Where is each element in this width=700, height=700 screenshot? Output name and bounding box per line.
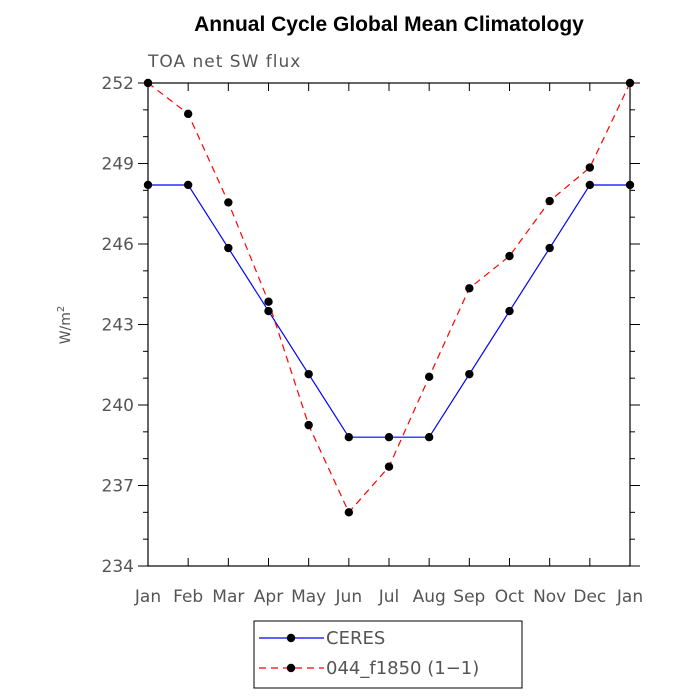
chart-subtitle: TOA net SW flux bbox=[147, 52, 301, 72]
series-0-point bbox=[384, 433, 394, 442]
series-0-point bbox=[465, 369, 474, 379]
x-tick-label: Jan bbox=[134, 587, 161, 607]
series-1-point bbox=[384, 462, 394, 471]
x-tick-label: Feb bbox=[173, 587, 203, 607]
legend-marker-1 bbox=[286, 663, 296, 673]
series-1-point bbox=[183, 109, 193, 119]
legend: CERES 044_f1850 (1−1) bbox=[253, 620, 523, 689]
y-axis-label-superscript: 2 bbox=[56, 306, 67, 312]
y-tick-label: 252 bbox=[102, 74, 134, 94]
series-1-point bbox=[344, 508, 354, 517]
x-tick-label: Dec bbox=[573, 587, 606, 607]
series-1-point bbox=[545, 196, 554, 206]
x-tick-label: Apr bbox=[254, 587, 283, 607]
series-0-point bbox=[304, 369, 313, 379]
x-tick-label: Sep bbox=[453, 587, 485, 607]
series-1-point bbox=[505, 251, 514, 261]
series-1-point bbox=[264, 297, 273, 306]
x-tick-label: Jan bbox=[616, 587, 643, 607]
series-0-point bbox=[585, 180, 595, 190]
legend-label-1: 044_f1850 (1−1) bbox=[326, 658, 479, 679]
series-1-point bbox=[585, 163, 595, 172]
y-tick-label: 243 bbox=[102, 316, 134, 336]
series-0-point bbox=[264, 306, 273, 316]
series-1-point bbox=[224, 198, 233, 207]
series-0-point bbox=[505, 306, 514, 316]
x-tick-label: Jul bbox=[378, 587, 400, 607]
legend-marker-0 bbox=[286, 633, 296, 643]
series-0-point bbox=[344, 433, 354, 442]
series-1-point bbox=[304, 420, 313, 430]
y-tick-label: 234 bbox=[102, 557, 134, 577]
series-line-0 bbox=[148, 184, 630, 438]
series-1-point bbox=[424, 372, 434, 382]
x-tick-label: Nov bbox=[533, 587, 566, 607]
tick-labels: Jan Feb Mar Apr May Jun Jul Aug Sep Oct Nov Dec Jan2… bbox=[102, 74, 644, 607]
series-line-1 bbox=[147, 82, 631, 514]
y-tick-label: 237 bbox=[102, 477, 134, 497]
series-0-point bbox=[545, 243, 554, 253]
axis-ticks bbox=[138, 82, 640, 567]
series-0-point bbox=[224, 243, 233, 253]
plot-frame bbox=[147, 82, 631, 567]
x-tick-label: Mar bbox=[212, 587, 244, 607]
chart-title: Annual Cycle Global Mean Climatology bbox=[194, 13, 584, 36]
series-markers bbox=[143, 78, 635, 517]
series-0-point bbox=[183, 180, 193, 190]
legend-box bbox=[253, 620, 523, 689]
x-tick-label: Jun bbox=[335, 587, 363, 607]
y-axis-label: W/m2 bbox=[56, 306, 74, 345]
x-tick-label: Aug bbox=[413, 587, 446, 607]
legend-label-0: CERES bbox=[326, 628, 385, 649]
svg-text:W/m2: W/m2 bbox=[56, 306, 74, 345]
y-axis-label-base: W/m bbox=[58, 312, 74, 344]
series-lines bbox=[147, 82, 631, 514]
series-1-point bbox=[465, 284, 474, 293]
x-tick-label: May bbox=[291, 587, 326, 607]
series-0-point bbox=[424, 433, 434, 442]
y-tick-label: 246 bbox=[102, 235, 134, 255]
y-tick-label: 240 bbox=[102, 396, 134, 416]
y-tick-label: 249 bbox=[102, 155, 134, 175]
x-tick-label: Oct bbox=[495, 587, 525, 607]
